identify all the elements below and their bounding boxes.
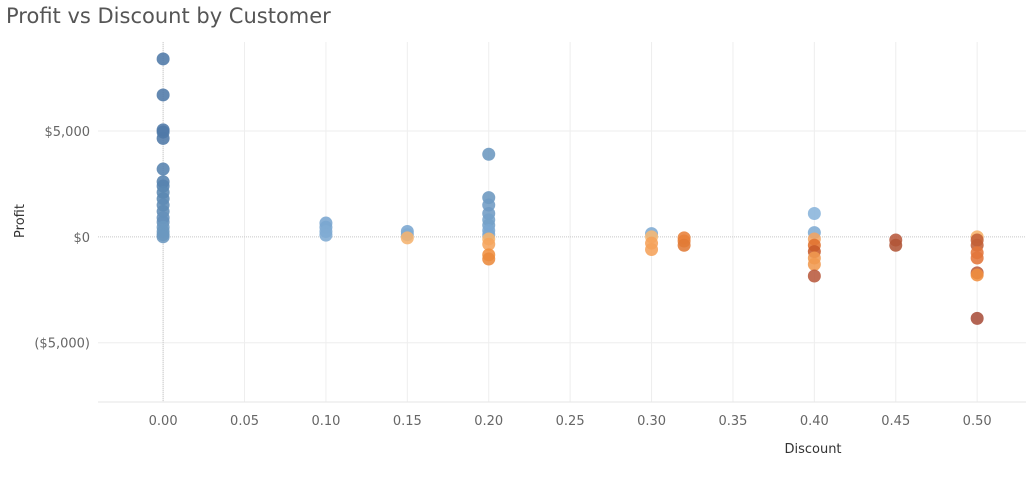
data-point[interactable] (156, 88, 170, 102)
data-point[interactable] (319, 228, 333, 242)
data-point[interactable] (482, 252, 496, 266)
data-point[interactable] (970, 251, 984, 265)
x-tick-label: 0.00 (149, 414, 178, 429)
y-tick-label: $0 (73, 231, 90, 246)
data-point[interactable] (482, 237, 496, 251)
x-tick-label: 0.35 (718, 414, 747, 429)
data-point[interactable] (807, 207, 821, 221)
x-tick-label: 0.05 (230, 414, 259, 429)
x-tick-label: 0.50 (963, 414, 992, 429)
data-point[interactable] (807, 269, 821, 283)
y-tick-label: ($5,000) (34, 337, 90, 352)
data-point[interactable] (645, 243, 659, 257)
data-point[interactable] (156, 230, 170, 244)
data-point[interactable] (400, 231, 414, 245)
x-tick-label: 0.10 (311, 414, 340, 429)
data-point[interactable] (677, 238, 691, 252)
x-tick-label: 0.30 (637, 414, 666, 429)
x-tick-label: 0.15 (393, 414, 422, 429)
y-axis-title: Profit (13, 204, 28, 238)
data-points (156, 52, 984, 325)
data-point[interactable] (156, 162, 170, 176)
x-axis-title: Discount (784, 442, 841, 457)
data-point[interactable] (156, 52, 170, 66)
data-point[interactable] (889, 238, 903, 252)
x-tick-labels: 0.00 0.05 0.10 0.15 0.20 0.25 0.30 0.35 0.40 0.45… (149, 414, 992, 429)
grid-lines (98, 42, 1026, 403)
x-tick-label: 0.20 (474, 414, 503, 429)
y-tick-labels: $5,000 $0 ($5,000) (34, 125, 90, 352)
x-tick-label: 0.25 (556, 414, 585, 429)
y-tick-label: $5,000 (45, 125, 91, 140)
data-point[interactable] (482, 147, 496, 161)
data-point[interactable] (156, 131, 170, 145)
x-tick-label: 0.45 (881, 414, 910, 429)
data-point[interactable] (807, 257, 821, 271)
data-point[interactable] (970, 311, 984, 325)
zero-lines (98, 42, 1026, 402)
chart-title: Profit vs Discount by Customer (6, 4, 331, 28)
x-tick-label: 0.40 (800, 414, 829, 429)
data-point[interactable] (970, 268, 984, 282)
